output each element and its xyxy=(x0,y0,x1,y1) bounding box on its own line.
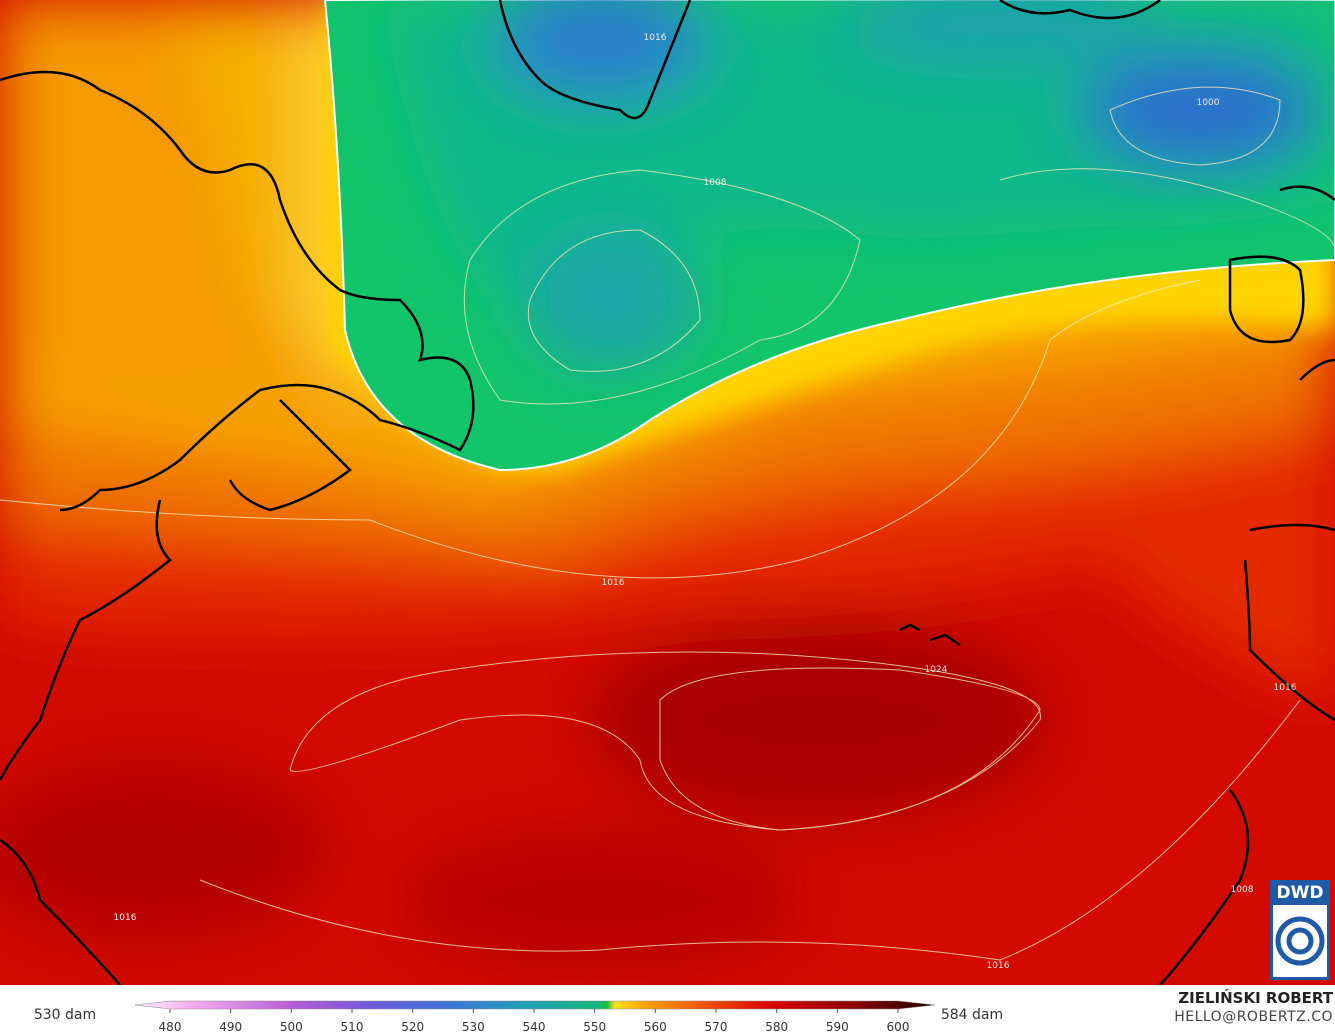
colorbar-tick-label: 500 xyxy=(280,1020,303,1034)
colorbar-tick-label: 510 xyxy=(341,1020,364,1034)
colorbar-min-label: 530 dam xyxy=(34,1007,96,1023)
isobar-label: 1000 xyxy=(1197,98,1220,108)
coastlines xyxy=(0,0,1335,985)
logo-text: DWD xyxy=(1277,883,1324,903)
colorbar-scale xyxy=(134,1000,936,1010)
colorbar-tick-label: 590 xyxy=(826,1020,849,1034)
colorbar-tick-label: 480 xyxy=(159,1020,182,1034)
colorbar-tick-label: 540 xyxy=(523,1020,546,1034)
colorbar-tick-label: 580 xyxy=(765,1020,788,1034)
colorbar-max-label: 584 dam xyxy=(941,1007,1003,1023)
isobar-label: 1024 xyxy=(925,665,948,675)
isobar-label: 1016 xyxy=(987,961,1010,971)
colorbar-tick-label: 560 xyxy=(644,1020,667,1034)
colorbar-tick-label: 570 xyxy=(705,1020,728,1034)
dwd-logo: DWD xyxy=(1270,880,1330,980)
isobars xyxy=(0,86,1335,961)
colorbar-tick-label: 550 xyxy=(583,1020,606,1034)
field xyxy=(0,0,1335,985)
colorbar: 530 dam 584 dam 480 490 500 510 520 530 540 550… xyxy=(34,1000,1003,1034)
isobar-label: 1016 xyxy=(602,578,625,588)
isobar-label: 1016 xyxy=(1274,683,1297,693)
colorbar-tick-label: 530 xyxy=(462,1020,485,1034)
credit-email: HELLO@ROBERTZ.CO xyxy=(1174,1009,1333,1025)
isobar-label: 1008 xyxy=(1231,885,1254,895)
colorbar-tick-label: 600 xyxy=(887,1020,910,1034)
isobar-label: 1008 xyxy=(704,178,727,188)
isobar-label: 1016 xyxy=(114,913,137,923)
isobar-label: 1016 xyxy=(644,33,667,43)
colorbar-tick-label: 490 xyxy=(219,1020,242,1034)
credit-name: ZIELIŃSKI ROBERT xyxy=(1178,988,1333,1007)
colorbar-tick-label: 520 xyxy=(401,1020,424,1034)
